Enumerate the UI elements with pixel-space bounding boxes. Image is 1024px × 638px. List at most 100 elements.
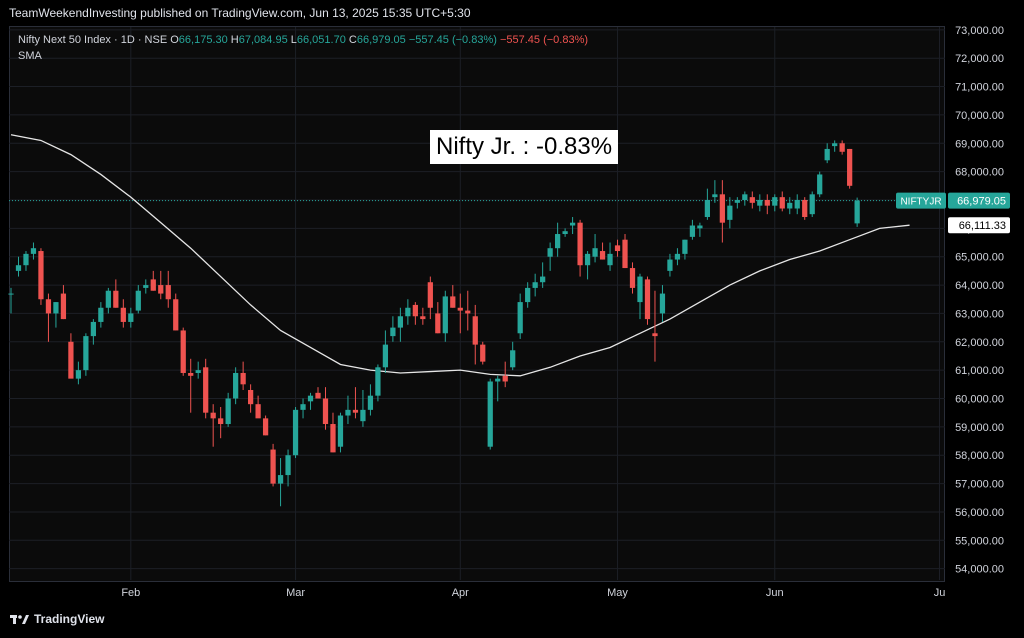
candle-body: [292, 409, 299, 456]
symbol-tag-label: NIFTYJR: [900, 197, 941, 208]
candle-body: [487, 381, 493, 447]
candle-body: [247, 389, 254, 405]
candle-body: [802, 199, 808, 218]
x-tick-label: Jun: [766, 587, 784, 599]
symbol-label: Nifty Next 50 Index · 1D · NSE: [18, 34, 168, 46]
candle-body: [450, 296, 456, 308]
last-price-label: 66,979.05: [957, 196, 1006, 208]
candle-body: [113, 290, 119, 308]
low-value: 66,051.70: [296, 34, 346, 46]
candle-body: [727, 205, 733, 220]
y-tick-label: 68,000.00: [955, 167, 1004, 179]
candle-body: [614, 245, 621, 252]
candle-body: [510, 350, 516, 368]
x-tick-label: Mar: [286, 587, 305, 599]
y-tick-label: 55,000.00: [955, 535, 1004, 547]
candle-body: [502, 375, 508, 382]
open-label: O: [170, 34, 179, 46]
candle-body: [412, 304, 418, 317]
candle-body: [569, 222, 576, 226]
candle-body: [772, 197, 778, 206]
y-tick-label: 71,000.00: [955, 82, 1004, 94]
candle-body: [742, 194, 748, 200]
candle-body: [637, 276, 643, 303]
close-value: 66,979.05: [356, 34, 406, 46]
candle-body: [779, 197, 785, 209]
candle-body: [577, 222, 583, 266]
tradingview-brand[interactable]: TradingView: [10, 612, 104, 626]
candle-body: [420, 316, 426, 320]
footer-bar: [0, 600, 1024, 638]
chart-area[interactable]: [9, 26, 945, 582]
candle-body: [195, 370, 201, 373]
y-tick-label: 63,000.00: [955, 308, 1004, 320]
x-tick-label: May: [607, 587, 628, 599]
candle-body: [532, 282, 538, 288]
candle-body: [584, 253, 591, 266]
candle-body: [495, 378, 501, 382]
y-tick-label: 58,000.00: [955, 450, 1004, 462]
candle-body: [98, 307, 104, 322]
candle-body: [435, 313, 441, 334]
candle-body: [375, 367, 381, 396]
candle-body: [75, 370, 82, 379]
x-tick-label: Feb: [121, 587, 140, 599]
candle-body: [465, 310, 471, 314]
candle-body: [644, 279, 651, 320]
x-tick-label: Apr: [452, 587, 469, 599]
candle-body: [824, 148, 830, 161]
candle-body: [120, 307, 126, 322]
candle-body: [337, 415, 344, 447]
candle-body: [15, 265, 22, 271]
candle-body: [330, 424, 336, 453]
candle-body: [540, 276, 546, 283]
candle-body: [23, 253, 29, 266]
candle-body: [480, 344, 486, 362]
candle-body: [562, 231, 568, 235]
candle-body: [854, 200, 860, 224]
candle-body: [712, 194, 718, 198]
annotation-box: Nifty Jr. : -0.83%: [430, 130, 619, 164]
y-tick-label: 69,000.00: [955, 138, 1004, 150]
candle-body: [599, 251, 606, 260]
tradingview-logo-icon: [10, 615, 29, 624]
candle-body: [83, 336, 89, 371]
last-price-tag: [948, 192, 1010, 209]
candle-body: [285, 455, 291, 476]
candle-body: [90, 321, 96, 337]
sma-price-tag: [948, 217, 1010, 234]
x-tick-label: Ju: [934, 587, 946, 599]
candle-body: [547, 248, 553, 257]
candle-body: [390, 327, 396, 337]
candle-body: [233, 372, 239, 399]
candle-body: [719, 194, 725, 223]
candle-body: [307, 395, 314, 402]
close-label: C: [348, 34, 357, 46]
y-tick-label: 73,000.00: [955, 25, 1004, 37]
candle-body: [262, 418, 269, 436]
candle-body: [352, 409, 359, 413]
sma-indicator-label[interactable]: SMA: [18, 50, 42, 62]
y-tick-label: 72,000.00: [955, 53, 1004, 65]
candle-body: [68, 341, 74, 379]
candle-body: [682, 239, 688, 254]
y-tick-label: 65,000.00: [955, 252, 1004, 264]
candle-body: [8, 293, 14, 295]
candle-body: [397, 316, 403, 328]
y-tick-label: 70,000.00: [955, 110, 1004, 122]
sma-line: [10, 134, 910, 377]
candle-body: [277, 475, 284, 484]
candle-body: [30, 248, 37, 254]
candle-body: [652, 333, 658, 337]
y-tick-label: 60,000.00: [955, 394, 1004, 406]
candle-body: [697, 225, 703, 229]
candle-body: [734, 199, 740, 203]
candle-body: [60, 293, 67, 320]
y-tick-label: 59,000.00: [955, 422, 1004, 434]
candle-body: [38, 251, 44, 300]
candle-body: [315, 392, 321, 399]
candle-body: [150, 279, 156, 291]
candle-body: [457, 307, 463, 311]
candle-body: [764, 199, 770, 206]
